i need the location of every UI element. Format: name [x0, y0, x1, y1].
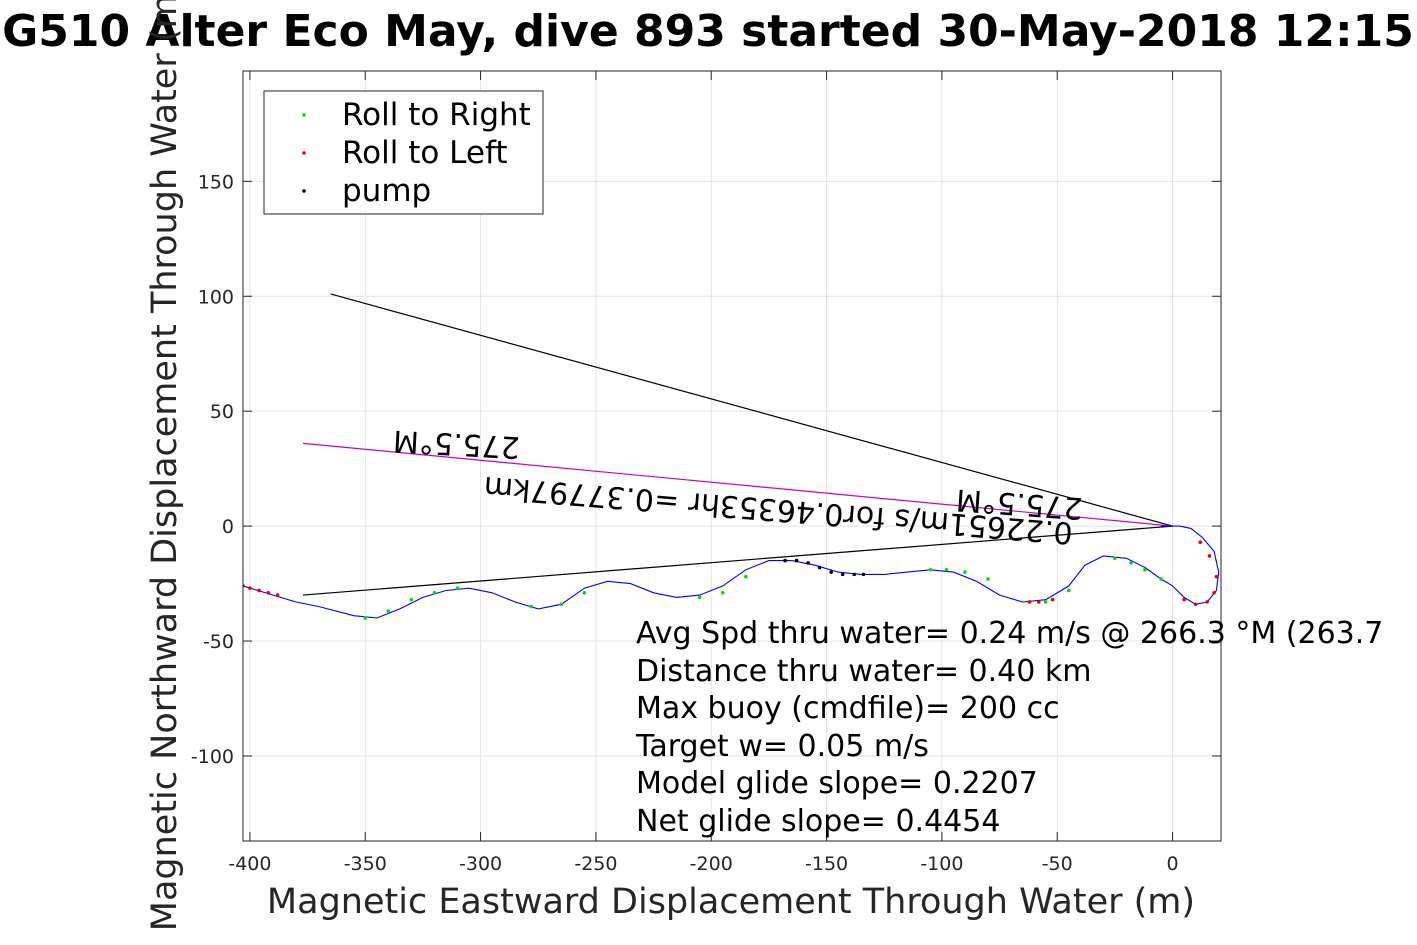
- pump-point: [817, 565, 822, 570]
- x-tick-label: -150: [805, 853, 848, 875]
- y-tick-label: -100: [191, 746, 234, 768]
- reference-line: [330, 293, 1173, 527]
- roll-right-point: [1143, 567, 1147, 572]
- roll-left-point: [275, 593, 280, 597]
- roll-left-point: [266, 590, 271, 595]
- roll-left-point: [1182, 597, 1186, 602]
- track-line: [243, 525, 1220, 619]
- roll-right-point: [1066, 588, 1071, 593]
- roll-right-point: [559, 602, 564, 607]
- roll-right-point: [386, 609, 391, 613]
- legend-marker-roll-left: [302, 151, 306, 155]
- roll-left-point: [1036, 600, 1041, 604]
- roll-left-point: [1050, 597, 1055, 602]
- roll-right-point: [720, 590, 725, 595]
- legend-marker-roll-right: [302, 113, 306, 117]
- heading-label-top: 275.5°M: [392, 423, 520, 465]
- summary-line: Target w= 0.05 m/s: [635, 729, 929, 764]
- pump-point: [783, 558, 787, 563]
- roll-right-point: [529, 604, 534, 609]
- roll-right-point: [363, 616, 368, 620]
- pump-point: [840, 572, 845, 577]
- legend-label: Roll to Left: [342, 135, 508, 171]
- plot-frame: [242, 70, 1222, 842]
- x-tick-label: -200: [690, 853, 733, 875]
- roll-left-point: [1205, 600, 1209, 604]
- reference-line: [302, 442, 1173, 527]
- roll-right-point: [1043, 600, 1048, 604]
- tick-labels: -400 -350 -300 -250 -200 -150 -100 -50 0 150 100 50…: [191, 71, 1221, 875]
- roll-right-point: [432, 590, 437, 595]
- roll-left-point: [1198, 540, 1203, 544]
- roll-right-point: [986, 577, 990, 581]
- roll-left-point: [1214, 574, 1219, 579]
- roll-right-point: [944, 567, 949, 572]
- legend-label: pump: [342, 173, 431, 209]
- roll-right-point: [928, 567, 933, 572]
- pump-point: [852, 572, 857, 577]
- summary-text: Avg Spd thru water= 0.24 m/s @ 266.3 °M …: [635, 616, 1383, 839]
- roll-left-point: [248, 586, 252, 590]
- roll-right-point: [1159, 577, 1163, 581]
- x-tick-label: -300: [459, 853, 502, 875]
- roll-left-point: [1207, 554, 1212, 558]
- roll-left-point: [1212, 590, 1216, 595]
- x-tick-label: -100: [920, 853, 963, 875]
- y-axis-label: Magnetic Northward Displacement Through …: [145, 0, 185, 931]
- summary-line: Distance thru water= 0.40 km: [636, 654, 1091, 689]
- roll-right-point: [455, 586, 460, 590]
- x-tick-label: -350: [344, 853, 387, 875]
- roll-right-point: [409, 597, 414, 602]
- pump-point: [861, 572, 866, 577]
- roll-left-point: [257, 588, 261, 593]
- summary-line: Model glide slope= 0.2207: [636, 766, 1038, 801]
- reference-line: [302, 525, 1173, 596]
- chart-title: G510 Alter Eco May, dive 893 started 30-…: [2, 6, 1414, 57]
- legend-marker-pump: [302, 189, 306, 193]
- data-layer: [243, 293, 1220, 620]
- x-tick-label: -250: [574, 853, 617, 875]
- roll-right-point: [1113, 556, 1117, 561]
- y-tick-label: 150: [198, 171, 234, 193]
- roll-right-point: [963, 570, 967, 574]
- summary-line: Net glide slope= 0.4454: [636, 804, 1000, 839]
- legend-label: Roll to Right: [342, 97, 531, 133]
- summary-line: Max buoy (cmdfile)= 200 cc: [636, 691, 1060, 726]
- roll-right-point: [1129, 561, 1133, 565]
- roll-right-point: [582, 590, 587, 595]
- roll-right-point: [697, 595, 702, 600]
- pump-point: [794, 558, 799, 563]
- x-tick-label: -50: [1042, 853, 1073, 875]
- x-tick-label: -400: [228, 853, 271, 875]
- roll-right-point: [744, 574, 748, 579]
- y-tick-label: -50: [203, 631, 234, 653]
- y-tick-label: 0: [222, 516, 234, 538]
- y-tick-label: 50: [210, 401, 234, 423]
- pump-point: [806, 561, 810, 565]
- x-tick-label: 0: [1167, 853, 1179, 875]
- roll-left-point: [1027, 600, 1032, 604]
- x-axis-label: Magnetic Eastward Displacement Through W…: [267, 882, 1195, 922]
- summary-line: Avg Spd thru water= 0.24 m/s @ 266.3 °M …: [636, 616, 1383, 651]
- roll-left-point: [1193, 602, 1198, 607]
- pump-point: [829, 570, 833, 574]
- y-tick-label: 100: [198, 286, 234, 308]
- legend: Roll to Right Roll to Left pump: [263, 90, 544, 215]
- legend-box: [263, 90, 544, 215]
